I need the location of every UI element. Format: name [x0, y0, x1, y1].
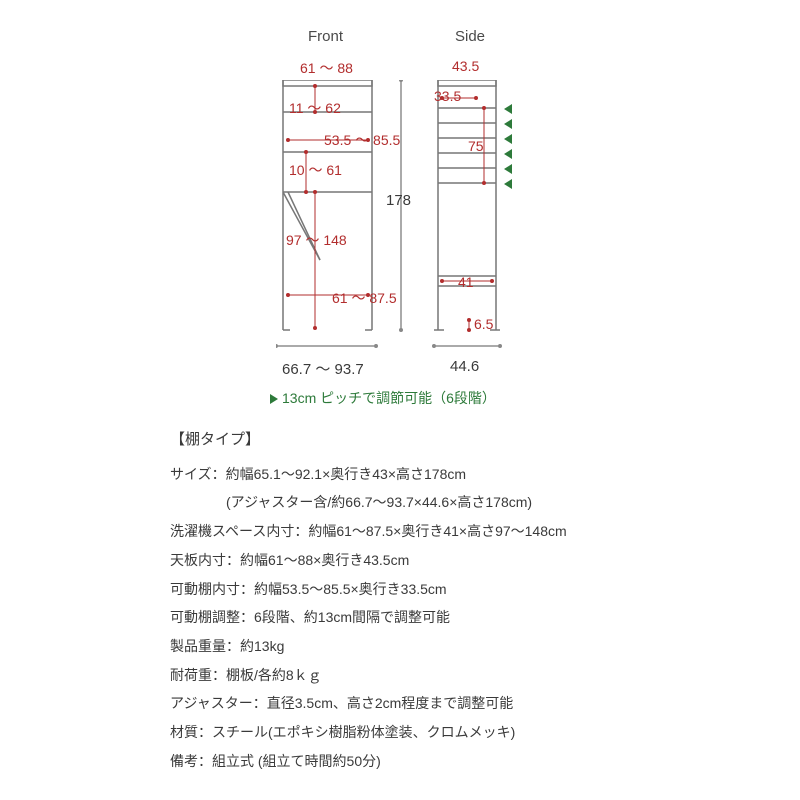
spec-line: 天板内寸：約幅61～88×奥行き43.5cm — [170, 546, 730, 575]
spec-title: 【棚タイプ】 — [170, 425, 730, 456]
side-frame — [434, 80, 504, 340]
spec-line: 材質：スチール(エポキシ樹脂粉体塗装、クロムメッキ) — [170, 718, 730, 747]
spec-line: 製品重量：約13kg — [170, 632, 730, 661]
base-dims — [276, 340, 516, 352]
dim-shelf-depth: 33.5 — [434, 88, 461, 104]
dim-opening-h: 97 ～ 148 — [286, 230, 347, 250]
dim-base-d: 44.6 — [450, 358, 479, 375]
spec-list: 【棚タイプ】 サイズ：約幅65.1～92.1×奥行き43×高さ178cm (アジ… — [170, 425, 730, 775]
shelf-arrow-icon — [504, 179, 512, 189]
dim-shelf-zone-h: 75 — [468, 138, 484, 154]
shelf-arrow-icon — [504, 134, 512, 144]
dim-height: 178 — [386, 192, 411, 209]
spec-line: (アジャスター含/約66.7～93.7×44.6×高さ178cm) — [170, 488, 730, 517]
dim-top-width: 61 ～ 88 — [300, 58, 353, 78]
diagram-area: Front Side — [0, 20, 800, 420]
dim-foot-h: 6.5 — [474, 316, 493, 332]
dim-mid-gap: 10 ～ 61 — [289, 160, 342, 180]
shelf-arrow-icon — [504, 149, 512, 159]
pitch-note-text: 13cm ピッチで調節可能（6段階） — [282, 390, 496, 406]
spec-line: アジャスター：直径3.5cm、高さ2cm程度まで調整可能 — [170, 689, 730, 718]
side-view-label: Side — [455, 28, 485, 45]
shelf-arrow-icon — [504, 104, 512, 114]
spec-line: 可動棚内寸：約幅53.5～85.5×奥行き33.5cm — [170, 575, 730, 604]
note-triangle-icon — [270, 394, 278, 404]
spec-line: 可動棚調整：6段階、約13cm間隔で調整可能 — [170, 603, 730, 632]
front-view-label: Front — [308, 28, 343, 45]
dim-base-w: 66.7 ～ 93.7 — [282, 358, 364, 379]
dim-shelf-width: 53.5 ～ 85.5 — [324, 130, 400, 150]
spec-line: サイズ：約幅65.1～92.1×奥行き43×高さ178cm — [170, 460, 730, 489]
spec-line: 洗濯機スペース内寸：約幅61～87.5×奥行き41×高さ97～148cm — [170, 517, 730, 546]
shelf-arrow-icon — [504, 164, 512, 174]
dim-top-depth: 43.5 — [452, 58, 479, 74]
dim-upper-gap: 11 ～ 62 — [289, 98, 341, 118]
spec-line: 耐荷重：棚板/各約8ｋｇ — [170, 661, 730, 690]
pitch-note: 13cm ピッチで調節可能（6段階） — [270, 388, 496, 408]
spec-line: 備考：組立式 (組立て時間約50分) — [170, 747, 730, 776]
dim-inner-w: 61 ～ 87.5 — [332, 288, 397, 308]
shelf-arrow-icon — [504, 119, 512, 129]
dim-inner-depth: 41 — [458, 274, 474, 290]
